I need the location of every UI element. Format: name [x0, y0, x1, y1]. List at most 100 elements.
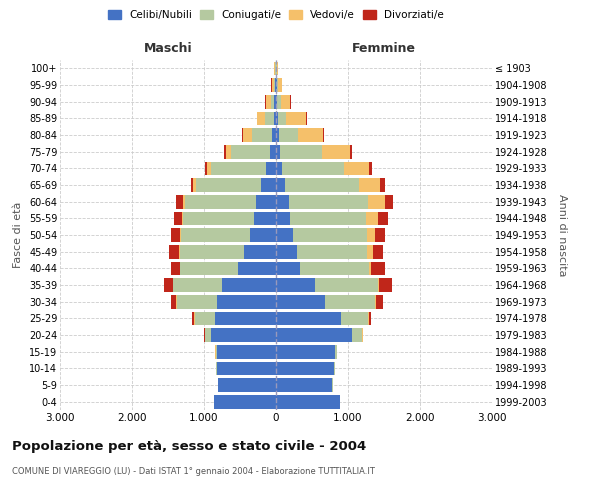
Bar — [350, 145, 352, 158]
Legend: Celibi/Nubili, Coniugati/e, Vedovi/e, Divorziati/e: Celibi/Nubili, Coniugati/e, Vedovi/e, Di… — [108, 10, 444, 20]
Bar — [344, 162, 369, 175]
Bar — [180, 262, 238, 275]
Bar — [368, 195, 385, 208]
Bar — [175, 212, 182, 225]
Bar — [380, 178, 385, 192]
Text: Femmine: Femmine — [352, 42, 416, 55]
Bar — [276, 312, 341, 325]
Bar — [182, 212, 183, 225]
Bar — [244, 245, 276, 258]
Bar — [276, 395, 340, 408]
Bar — [185, 195, 256, 208]
Bar — [183, 212, 254, 225]
Bar — [205, 162, 207, 175]
Bar — [276, 162, 283, 175]
Bar — [301, 262, 369, 275]
Bar — [261, 178, 276, 192]
Bar — [335, 345, 337, 358]
Bar — [192, 312, 194, 325]
Bar — [366, 212, 378, 225]
Bar — [222, 278, 276, 292]
Text: COMUNE DI VIAREGGIO (LU) - Dati ISTAT 1° gennaio 2004 - Elaborazione TUTTITALIA.: COMUNE DI VIAREGGIO (LU) - Dati ISTAT 1°… — [12, 468, 375, 476]
Bar — [276, 262, 301, 275]
Bar — [276, 178, 286, 192]
Bar — [224, 145, 226, 158]
Bar — [218, 378, 276, 392]
Bar — [214, 395, 276, 408]
Bar — [211, 162, 266, 175]
Bar — [290, 212, 366, 225]
Bar — [276, 95, 277, 108]
Bar — [183, 195, 185, 208]
Bar — [242, 128, 243, 142]
Bar — [277, 62, 278, 75]
Text: Maschi: Maschi — [143, 42, 193, 55]
Bar — [289, 195, 368, 208]
Bar — [170, 228, 180, 242]
Bar — [256, 195, 276, 208]
Bar — [376, 228, 385, 242]
Bar — [363, 328, 364, 342]
Bar — [369, 162, 373, 175]
Bar — [275, 78, 276, 92]
Bar — [271, 95, 274, 108]
Bar — [181, 228, 250, 242]
Bar — [170, 295, 176, 308]
Bar — [306, 112, 307, 125]
Bar — [217, 345, 276, 358]
Bar — [207, 162, 211, 175]
Bar — [352, 328, 362, 342]
Bar — [191, 178, 193, 192]
Bar — [276, 245, 297, 258]
Bar — [376, 295, 383, 308]
Bar — [283, 162, 344, 175]
Y-axis label: Anni di nascita: Anni di nascita — [557, 194, 567, 276]
Bar — [254, 212, 276, 225]
Bar — [359, 178, 380, 192]
Bar — [385, 195, 394, 208]
Bar — [274, 95, 276, 108]
Bar — [277, 95, 281, 108]
Bar — [368, 312, 371, 325]
Bar — [293, 228, 367, 242]
Bar — [276, 112, 278, 125]
Bar — [176, 295, 217, 308]
Bar — [226, 145, 232, 158]
Bar — [217, 295, 276, 308]
Bar — [286, 112, 306, 125]
Bar — [252, 128, 272, 142]
Bar — [298, 128, 323, 142]
Bar — [276, 278, 315, 292]
Bar — [250, 228, 276, 242]
Bar — [276, 78, 277, 92]
Bar — [371, 262, 385, 275]
Bar — [173, 278, 222, 292]
Bar — [164, 278, 173, 292]
Bar — [179, 245, 244, 258]
Bar — [315, 278, 377, 292]
Bar — [341, 312, 368, 325]
Bar — [216, 362, 217, 375]
Bar — [276, 328, 352, 342]
Bar — [265, 112, 274, 125]
Text: Popolazione per età, sesso e stato civile - 2004: Popolazione per età, sesso e stato civil… — [12, 440, 366, 453]
Bar — [274, 62, 275, 75]
Bar — [196, 178, 261, 192]
Bar — [379, 278, 392, 292]
Bar — [194, 312, 215, 325]
Bar — [278, 78, 282, 92]
Bar — [325, 295, 376, 308]
Bar — [171, 262, 180, 275]
Bar — [217, 362, 276, 375]
Bar — [278, 112, 286, 125]
Bar — [277, 78, 278, 92]
Bar — [272, 128, 276, 142]
Bar — [180, 228, 181, 242]
Y-axis label: Fasce di età: Fasce di età — [13, 202, 23, 268]
Bar — [367, 245, 373, 258]
Bar — [193, 178, 196, 192]
Bar — [266, 95, 271, 108]
Bar — [280, 145, 322, 158]
Bar — [238, 262, 276, 275]
Bar — [272, 78, 274, 92]
